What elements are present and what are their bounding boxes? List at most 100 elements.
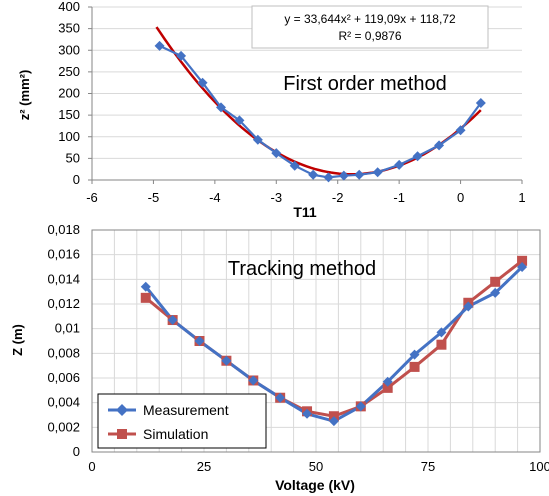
c2-simulation-point: [382, 382, 393, 393]
c2-legend: Measurement Simulation: [97, 393, 267, 449]
c2-y-tick-label: 0,01: [55, 321, 80, 336]
c2-measurement-point: [302, 408, 313, 419]
c2-measurement-point: [221, 355, 232, 366]
c2-x-tick-labels: 0 25 50 75 100: [88, 459, 549, 474]
c2-measurement-point: [436, 327, 447, 338]
c1-x-tick-label: -5: [148, 190, 160, 205]
c2-y-tick-label: 0,008: [47, 345, 80, 360]
c2-y-tick-label: 0,014: [47, 271, 80, 286]
c2-measurement-point: [167, 315, 178, 326]
c1-data-point: [308, 169, 319, 180]
c1-y-tick-label: 300: [58, 42, 80, 57]
c1-trendline-group: [155, 26, 482, 176]
c1-equation-label: y = 33,644x² + 119,09x + 118,72: [284, 12, 456, 26]
c1-x-tick-label: -1: [393, 190, 405, 205]
c1-data-point: [197, 77, 208, 88]
c1-data-point: [154, 40, 165, 51]
c2-x-tick-label: 50: [309, 459, 323, 474]
legend-item-simulation: Simulation: [108, 426, 208, 442]
c2-measurement-point: [409, 349, 420, 360]
c2-y-tick-label: 0,016: [47, 247, 80, 262]
c2-measurement-point: [463, 301, 474, 312]
c2-measurement-point: [194, 336, 205, 346]
c1-y-tick-label: 250: [58, 64, 80, 79]
c1-data-points: [154, 40, 486, 183]
c1-data-point: [176, 50, 187, 61]
c1-x-tick-label: 1: [518, 190, 525, 205]
c1-y-tick-label: 150: [58, 107, 80, 122]
c1-trendline: [155, 26, 482, 176]
c2-x-tick-label: 100: [529, 459, 549, 474]
c1-data-point: [338, 170, 349, 181]
legend-simulation-marker: [117, 429, 127, 439]
chart-first-order: -6 -5 -4 -3 -2 -1 0 1 050100150200250300350400 …: [17, 0, 526, 220]
c1-y-tick-label: 100: [58, 129, 80, 144]
c2-y-tick-label: 0,006: [47, 370, 80, 385]
c1-data-point: [394, 159, 405, 170]
c2-measurement-point: [248, 375, 259, 386]
legend-measurement-label: Measurement: [143, 402, 229, 418]
legend-measurement-marker: [116, 404, 128, 416]
c2-x-axis-label: Voltage (kV): [275, 477, 355, 493]
c2-x-tick-label: 0: [88, 459, 95, 474]
c1-y-tick-label: 350: [58, 21, 80, 36]
c2-x-tick-label: 75: [421, 459, 435, 474]
c2-measurement-point: [490, 287, 501, 298]
c2-y-tick-label: 0,004: [47, 395, 80, 410]
c2-plot-frame: [91, 229, 541, 453]
c1-data-point: [289, 160, 300, 171]
c1-data-point: [412, 151, 423, 162]
c1-data-point: [434, 140, 445, 151]
c1-x-tick-label: -3: [271, 190, 283, 205]
c2-data-points: [140, 255, 528, 427]
c2-measurement-point: [382, 376, 393, 387]
c2-y-tick-labels: 0 0,002 0,004 0,006 0,008 0,01 0,012 0,014 0,016…: [47, 222, 80, 459]
c2-simulation-point: [517, 255, 528, 266]
c2-y-tick-label: 0: [73, 444, 80, 459]
c1-y-tick-label: 400: [58, 0, 80, 14]
c2-measurement-point: [355, 401, 366, 412]
c1-data-point: [323, 172, 334, 183]
c1-title: First order method: [283, 73, 446, 95]
c1-data-point: [455, 125, 466, 136]
c1-x-tick-label: -2: [332, 190, 344, 205]
c1-gridlines: [92, 6, 522, 159]
c1-y-axis-label: z² (mm²): [17, 70, 32, 121]
c2-simulation-point: [409, 361, 420, 372]
c2-axes: [91, 229, 541, 453]
c2-x-tick-label: 25: [197, 459, 211, 474]
c2-y-axis-label: Z (m): [10, 324, 25, 356]
c2-measurement-point: [275, 392, 286, 403]
c1-x-axis-label: T11: [293, 204, 317, 220]
c1-x-tick-label: -4: [209, 190, 221, 205]
c1-data-point: [252, 134, 263, 145]
c2-measurement-point: [328, 416, 339, 427]
c2-y-tick-label: 0,012: [47, 296, 80, 311]
c2-simulation-point: [436, 339, 447, 350]
c1-y-tick-labels: 0 50 100 150 200 250 300 350 400: [58, 0, 80, 187]
c1-x-tick-labels: -6 -5 -4 -3 -2 -1 0 1: [86, 190, 525, 205]
c2-simulation-point: [140, 292, 151, 303]
c1-series-line: [159, 44, 482, 179]
c1-data-point: [372, 167, 383, 178]
c1-data-point: [234, 115, 245, 126]
c2-measurement-point: [517, 262, 528, 272]
c2-y-tick-label: 0,002: [47, 419, 80, 434]
c1-equation-box: [251, 5, 489, 49]
c1-r-squared-label: R² = 0,9876: [338, 29, 401, 43]
c2-measurement-point: [140, 281, 151, 292]
c1-data-point: [475, 98, 486, 109]
c1-data-point: [354, 169, 365, 180]
c1-axes: [88, 6, 523, 184]
legend-simulation-label: Simulation: [143, 426, 208, 442]
chart-tracking: 0 25 50 75 100 0 0,002 0,004 0,006 0,008 0,01 0,01…: [10, 222, 549, 493]
c1-data-point: [271, 148, 282, 159]
c1-y-tick-label: 200: [58, 86, 80, 101]
c1-x-tick-label: 0: [457, 190, 464, 205]
c2-y-tick-label: 0,018: [47, 222, 80, 237]
c1-y-tick-label: 0: [73, 172, 80, 187]
legend-item-measurement: Measurement: [108, 402, 229, 418]
c1-y-tick-label: 50: [66, 150, 80, 165]
c1-x-tick-label: -6: [86, 190, 98, 205]
